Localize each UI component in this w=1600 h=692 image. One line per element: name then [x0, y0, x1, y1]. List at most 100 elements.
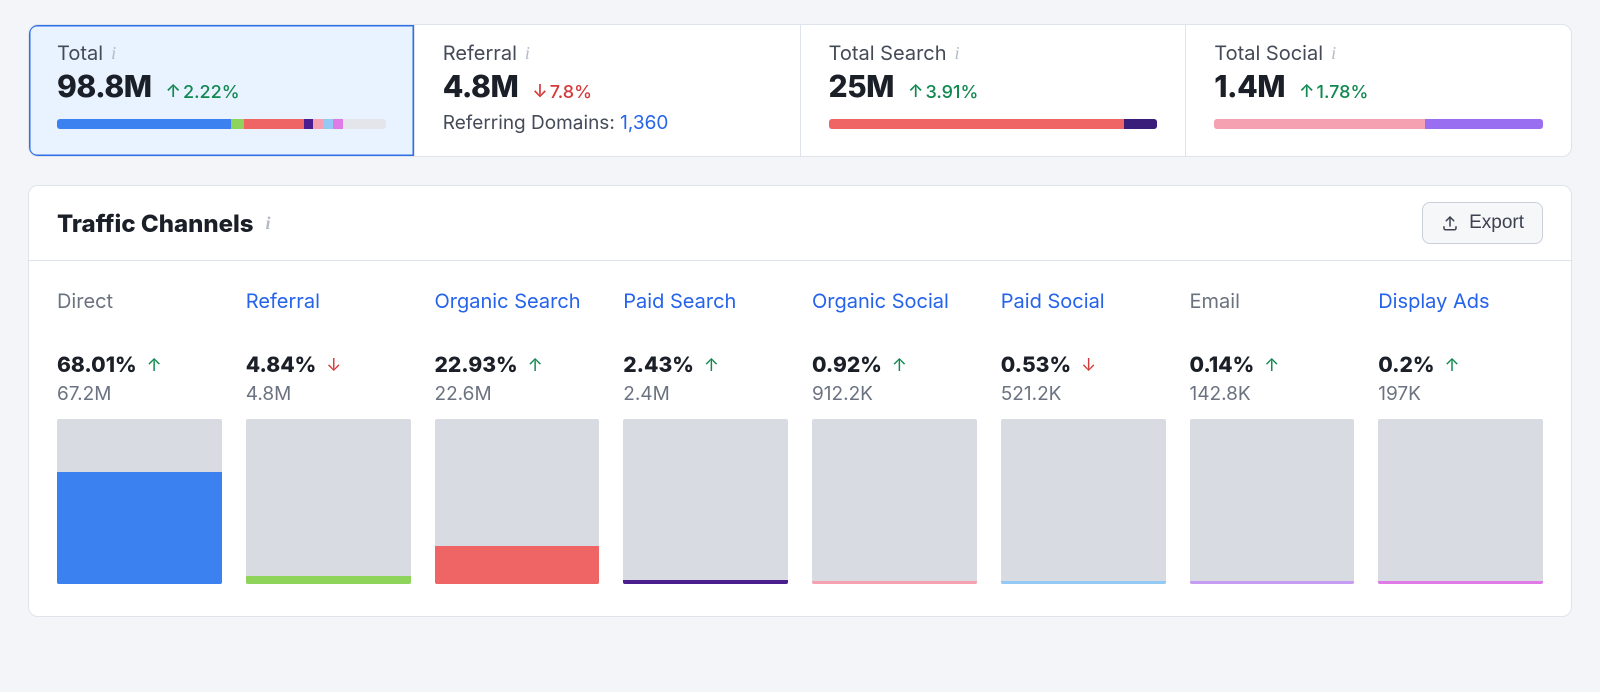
arrow-up-icon: ↑	[147, 357, 162, 375]
channel-mini-chart	[812, 419, 977, 584]
summary-cards: Totali98.8M↑2.22%Referrali4.8M↓7.8%Refer…	[28, 24, 1572, 157]
channel-percent: 0.53%	[1001, 353, 1071, 378]
export-button[interactable]: Export	[1422, 202, 1543, 244]
channel-name: Direct	[57, 289, 222, 341]
channel-percent-row: 4.84% ↓	[246, 353, 411, 378]
channels-row: Direct68.01%↑67.2MReferral4.84%↓4.8MOrga…	[29, 261, 1571, 616]
channel-absolute: 142.8K	[1190, 382, 1355, 405]
arrow-down-icon: ↓	[532, 83, 547, 101]
info-icon[interactable]: i	[955, 44, 960, 62]
summary-title: Total	[57, 41, 103, 65]
channel-percent: 0.2%	[1378, 353, 1434, 378]
channel-percent: 0.14%	[1190, 353, 1255, 378]
channel-paid-search: Paid Search 2.43%↑ 2.4M	[623, 289, 788, 584]
summary-bar	[57, 119, 386, 129]
info-icon[interactable]: i	[1331, 44, 1336, 62]
channel-mini-fill	[623, 580, 788, 584]
channel-organic-search: Organic Search 22.93%↑ 22.6M	[435, 289, 600, 584]
summary-sub-label: Referring Domains:	[443, 111, 620, 134]
channel-percent: 68.01%	[57, 353, 137, 378]
channel-paid-social: Paid Social 0.53% ↓ 521.2K	[1001, 289, 1166, 584]
traffic-channels-panel: Traffic Channels i Export Direct68.01%↑6…	[28, 185, 1572, 617]
summary-value: 25M	[829, 69, 895, 105]
summary-card-total-search[interactable]: Total Search i 25M ↑3.91%	[800, 25, 1186, 156]
bar-segment	[1124, 119, 1157, 129]
arrow-up-icon: ↑	[1264, 357, 1279, 375]
summary-delta: ↑3.91%	[908, 82, 978, 103]
channel-percent-row: 68.01% ↑	[57, 353, 222, 378]
channel-mini-fill	[435, 546, 600, 584]
channel-absolute: 2.4M	[623, 382, 788, 405]
bar-segment	[333, 119, 343, 129]
channel-name[interactable]: Paid Social	[1001, 289, 1166, 341]
bar-segment	[304, 119, 314, 129]
channel-direct: Direct68.01%↑67.2M	[57, 289, 222, 584]
summary-value: 1.4M	[1214, 69, 1285, 105]
channel-name[interactable]: Paid Search	[623, 289, 788, 341]
arrow-up-icon: ↑	[1299, 83, 1314, 101]
channel-absolute: 912.2K	[812, 382, 977, 405]
summary-card-referral[interactable]: Referral i 4.8M ↓7.8% Referring Domains: 1,3…	[414, 25, 800, 156]
summary-value: 4.8M	[443, 69, 519, 105]
channel-percent-row: 0.2% ↑	[1378, 353, 1543, 378]
info-icon[interactable]: i	[525, 44, 530, 62]
channel-organic-social: Organic Social 0.92%↑ 912.2K	[812, 289, 977, 584]
channel-mini-chart	[1001, 419, 1166, 584]
channel-referral: Referral 4.84% ↓ 4.8M	[246, 289, 411, 584]
arrow-down-icon: ↓	[326, 357, 341, 375]
bar-segment	[1214, 119, 1424, 129]
channel-name[interactable]: Display Ads	[1378, 289, 1543, 341]
channel-mini-chart	[435, 419, 600, 584]
bar-segment	[231, 119, 244, 129]
arrow-up-icon: ↑	[908, 83, 923, 101]
channel-absolute: 521.2K	[1001, 382, 1166, 405]
summary-bar	[829, 119, 1158, 129]
channel-mini-chart	[623, 419, 788, 584]
summary-delta: ↑2.22%	[166, 82, 240, 103]
channel-mini-chart	[1190, 419, 1355, 584]
bar-segment	[57, 119, 231, 129]
channel-mini-chart	[246, 419, 411, 584]
channel-percent-row: 0.53% ↓	[1001, 353, 1166, 378]
channel-percent-row: 22.93%↑	[435, 353, 600, 378]
channel-percent-row: 2.43%↑	[623, 353, 788, 378]
summary-title: Referral	[443, 41, 517, 65]
channel-name[interactable]: Organic Search	[435, 289, 600, 341]
channel-mini-fill	[57, 472, 222, 584]
summary-title: Total Search	[829, 41, 947, 65]
channel-absolute: 4.8M	[246, 382, 411, 405]
channel-display-ads: Display Ads 0.2% ↑ 197K	[1378, 289, 1543, 584]
channel-absolute: 22.6M	[435, 382, 600, 405]
info-icon[interactable]: i	[111, 44, 116, 62]
channel-name[interactable]: Organic Social	[812, 289, 977, 341]
arrow-down-icon: ↓	[1081, 357, 1096, 375]
bar-segment	[1425, 119, 1543, 129]
channel-percent-row: 0.92%↑	[812, 353, 977, 378]
channel-mini-fill	[1001, 581, 1166, 583]
channel-percent: 4.84%	[246, 353, 317, 378]
channel-percent-row: 0.14% ↑	[1190, 353, 1355, 378]
summary-title: Total Social	[1214, 41, 1323, 65]
summary-card-total-social[interactable]: Total Sociali1.4M↑1.78%	[1185, 25, 1571, 156]
summary-bar	[1214, 119, 1543, 129]
channel-name: Email	[1190, 289, 1355, 341]
info-icon[interactable]: i	[266, 214, 271, 232]
summary-card-total[interactable]: Totali98.8M↑2.22%	[29, 25, 414, 156]
channel-mini-chart	[57, 419, 222, 584]
channel-name[interactable]: Referral	[246, 289, 411, 341]
export-label: Export	[1469, 212, 1524, 234]
arrow-up-icon: ↑	[704, 357, 719, 375]
panel-title: Traffic Channels i	[57, 209, 271, 238]
referring-domains-link[interactable]: 1,360	[620, 111, 668, 134]
export-icon	[1441, 214, 1459, 232]
channel-absolute: 197K	[1378, 382, 1543, 405]
channel-mini-fill	[246, 576, 411, 584]
bar-segment	[313, 119, 323, 129]
arrow-up-icon: ↑	[166, 83, 181, 101]
arrow-up-icon: ↑	[528, 357, 543, 375]
arrow-up-icon: ↑	[1445, 357, 1460, 375]
channel-mini-fill	[1190, 581, 1355, 583]
bar-segment	[829, 119, 1125, 129]
channel-mini-fill	[812, 581, 977, 583]
summary-delta: ↓7.8%	[532, 82, 592, 103]
